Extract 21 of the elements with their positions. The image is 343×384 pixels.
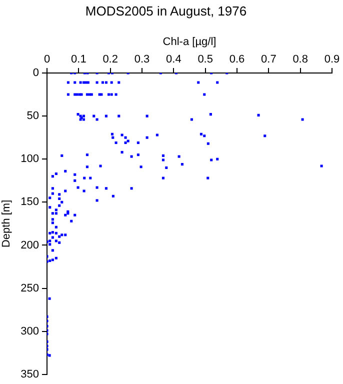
x-tick-label: 0.1 [71, 53, 86, 66]
x-tick-label: 0.3 [134, 53, 150, 66]
y-tick-label: 0 [32, 67, 39, 80]
x-tick-label: 0.8 [292, 53, 308, 66]
x-tick-label: 0.4 [166, 53, 182, 66]
x-tick-label: 0.2 [102, 53, 118, 66]
x-tick-label: 0.5 [198, 53, 213, 66]
y-tick-label: 50 [26, 110, 39, 122]
chart-title: MODS2005 in August, 1976 [85, 3, 247, 18]
y-tick-label: 250 [20, 282, 39, 294]
x-tick-label: 0 [44, 53, 50, 66]
y-tick-label: 350 [20, 368, 39, 380]
x-tick-label: 0.9 [324, 53, 340, 66]
x-tick-label: 0.6 [229, 53, 245, 66]
y-tick-label: 100 [20, 153, 39, 166]
y-axis-title: Depth [m] [0, 200, 13, 248]
x-axis-title: Chl-a [µg/l] [162, 36, 216, 48]
y-tick-label: 200 [20, 239, 39, 252]
y-tick-label: 150 [20, 196, 39, 208]
x-tick-label: 0.7 [261, 53, 276, 66]
y-tick-label: 300 [20, 325, 39, 338]
